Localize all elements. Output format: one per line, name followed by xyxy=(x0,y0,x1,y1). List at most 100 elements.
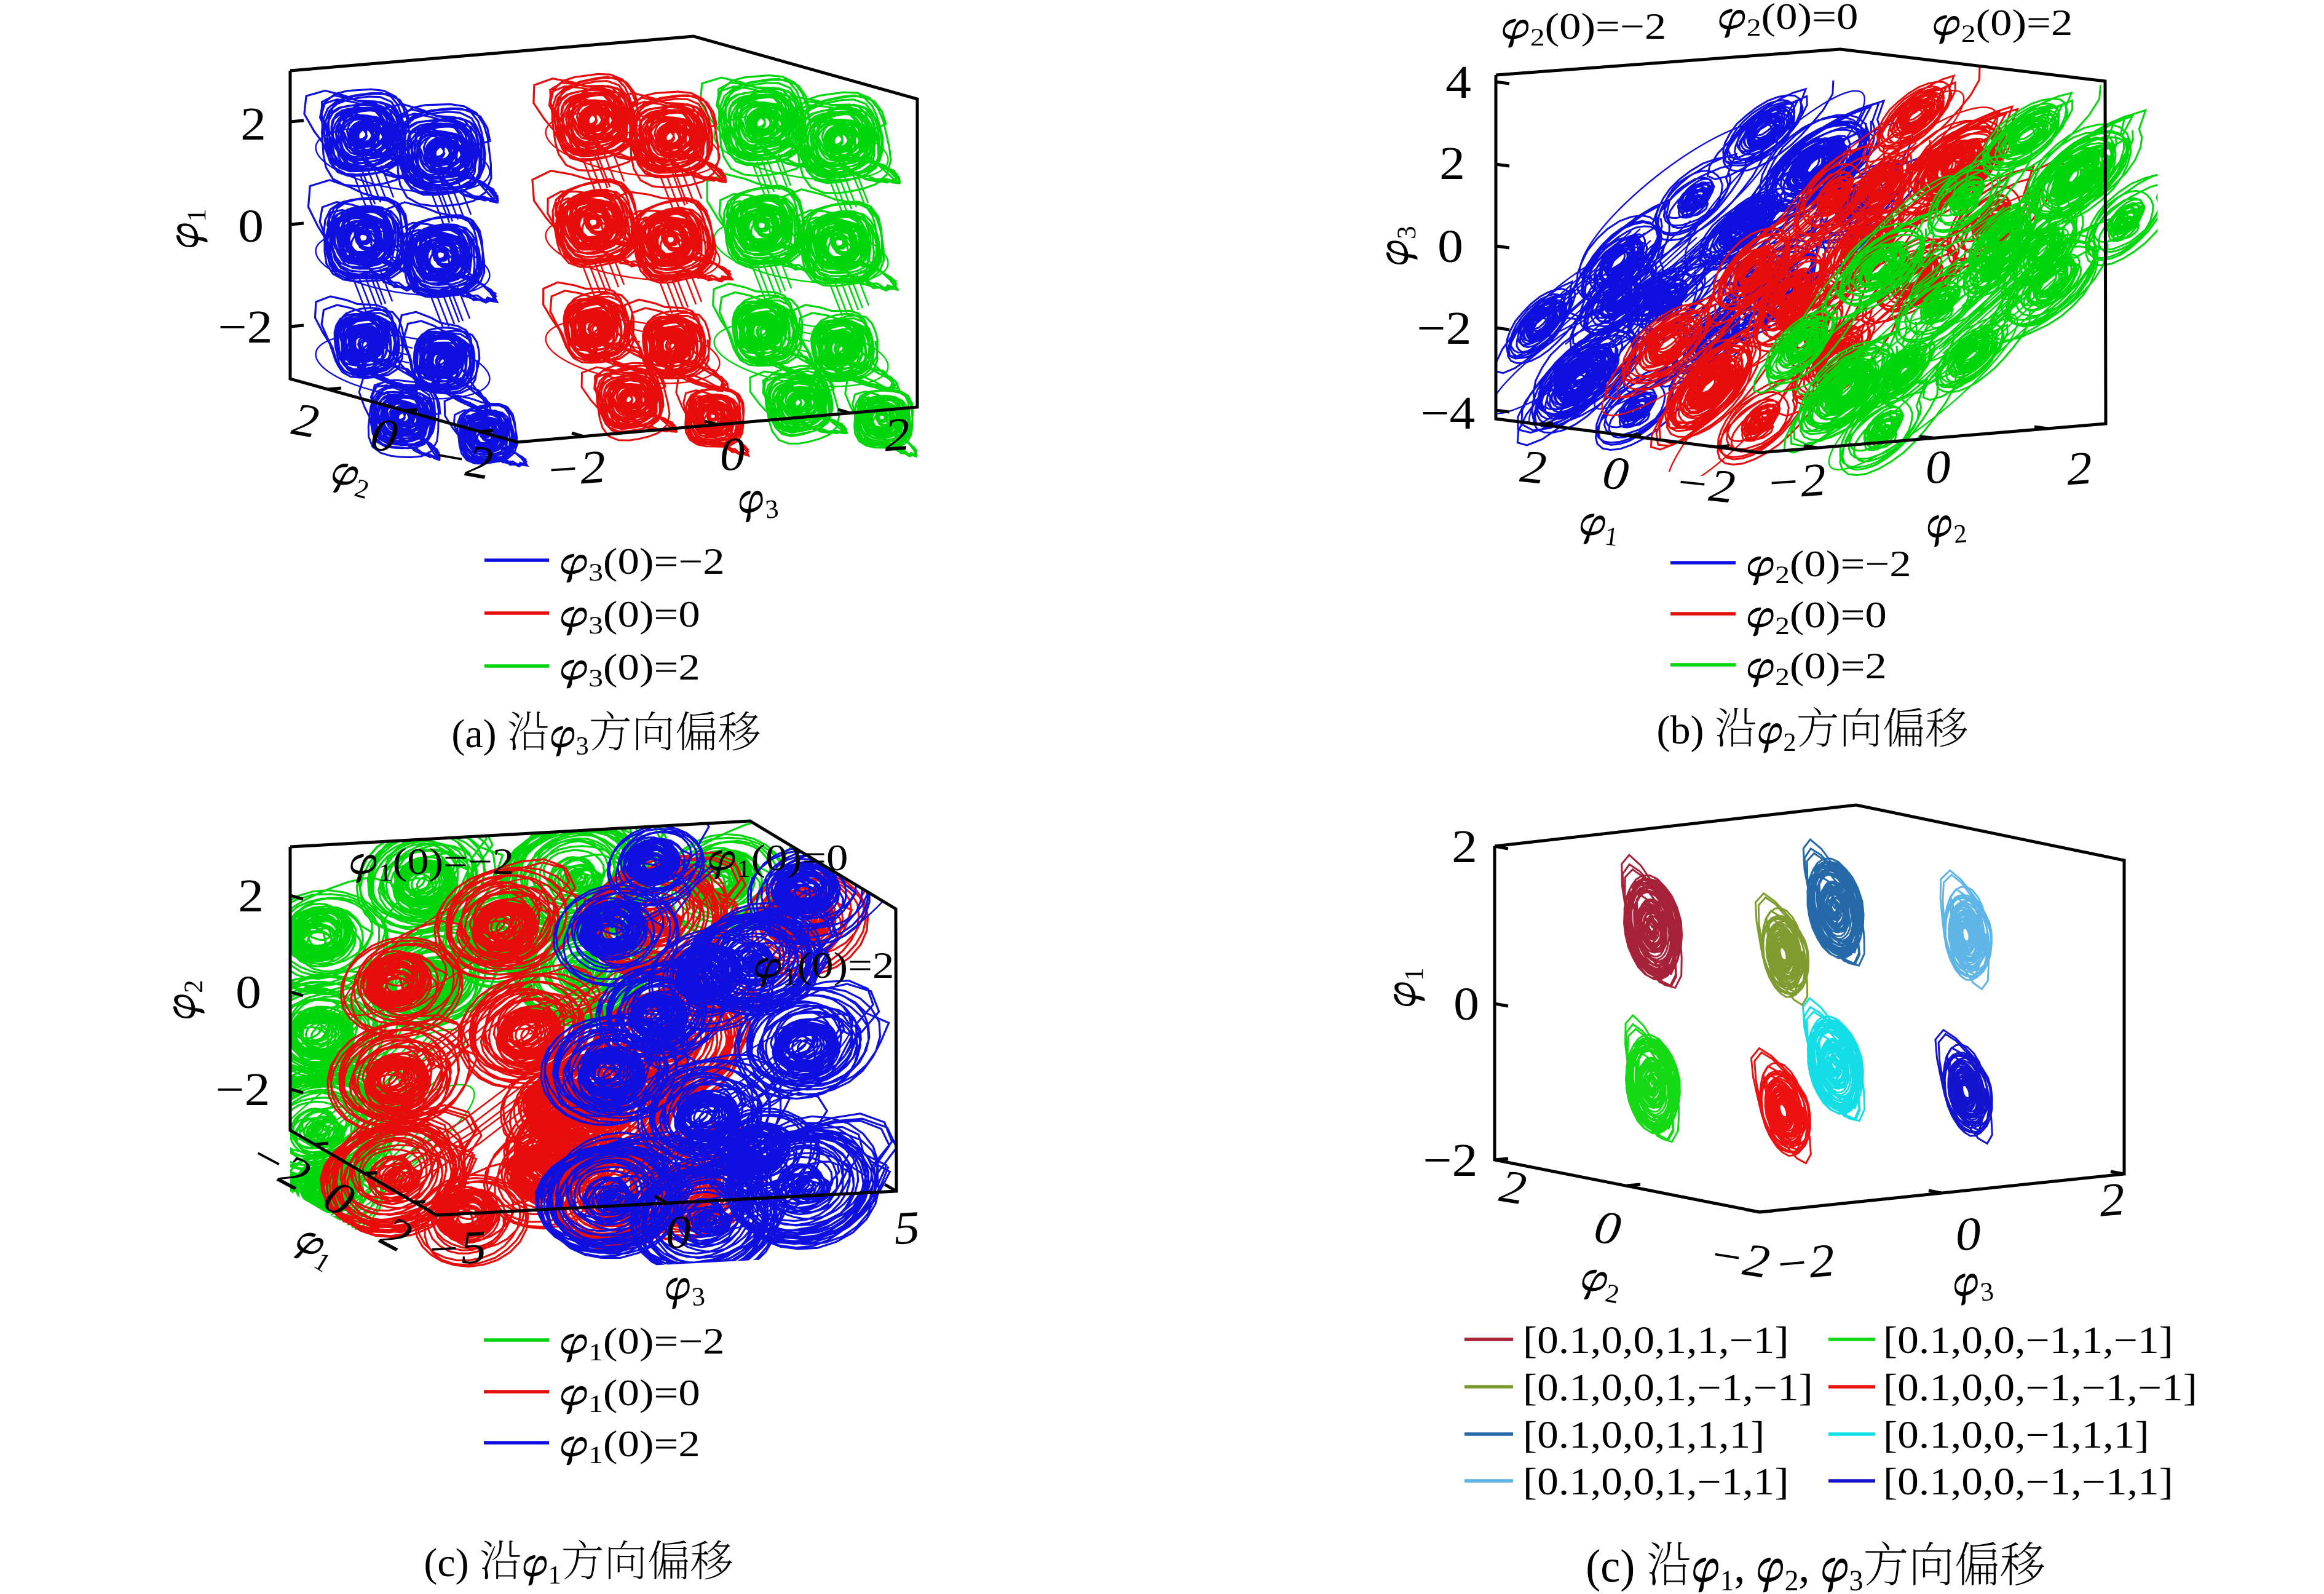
svg-text:0: 0 xyxy=(1437,221,1463,272)
svg-text:2: 2 xyxy=(1953,519,1968,549)
svg-text:−2: −2 xyxy=(543,441,607,497)
svg-text:3: 3 xyxy=(588,558,603,586)
svg-text:(0)=: (0)= xyxy=(603,1321,679,1362)
svg-text:0: 0 xyxy=(678,594,700,635)
svg-text:−4: −4 xyxy=(1421,387,1476,439)
svg-text:−2: −2 xyxy=(218,301,273,353)
svg-text:3: 3 xyxy=(1979,1277,1995,1307)
svg-text:3: 3 xyxy=(764,494,780,525)
svg-text:(0)=: (0)= xyxy=(603,647,679,688)
svg-text:3: 3 xyxy=(1849,1564,1864,1594)
svg-text:,: , xyxy=(1798,1540,1809,1592)
svg-text:5: 5 xyxy=(893,1202,921,1255)
svg-text:(0)=: (0)= xyxy=(603,594,679,635)
svg-text:2: 2 xyxy=(678,1424,700,1464)
svg-text:2: 2 xyxy=(678,647,700,688)
svg-text:1: 1 xyxy=(183,208,211,222)
svg-text:3: 3 xyxy=(1393,226,1421,239)
svg-text:2: 2 xyxy=(240,98,266,150)
svg-text:2: 2 xyxy=(882,408,912,462)
svg-text:(c): (c) xyxy=(1586,1540,1635,1592)
svg-text:1: 1 xyxy=(548,1561,561,1590)
svg-text:2: 2 xyxy=(1518,440,1549,494)
svg-text:0: 0 xyxy=(826,838,848,878)
svg-text:−2: −2 xyxy=(468,841,514,882)
svg-text:3: 3 xyxy=(588,664,603,692)
svg-text:1: 1 xyxy=(378,858,393,886)
svg-text:(0)=: (0)= xyxy=(393,841,468,882)
svg-text:1: 1 xyxy=(588,1441,603,1469)
svg-text:(0)=: (0)= xyxy=(1761,0,1837,37)
svg-text:0: 0 xyxy=(1923,441,1953,494)
svg-text:2: 2 xyxy=(2051,2,2073,43)
svg-text:1: 1 xyxy=(783,962,797,990)
svg-text:2: 2 xyxy=(238,870,264,922)
svg-text:1: 1 xyxy=(588,1390,603,1418)
svg-text:2: 2 xyxy=(2097,1173,2127,1226)
svg-text:2: 2 xyxy=(1785,1564,1799,1594)
svg-text:0: 0 xyxy=(664,1206,692,1259)
svg-text:0: 0 xyxy=(1865,595,1886,635)
svg-text:(a): (a) xyxy=(451,712,496,756)
svg-text:0: 0 xyxy=(1836,0,1858,37)
svg-text:(b): (b) xyxy=(1657,708,1704,753)
svg-text:2: 2 xyxy=(1439,138,1465,189)
svg-text:−5: −5 xyxy=(425,1221,488,1275)
svg-text:(0)=: (0)= xyxy=(797,945,873,986)
svg-text:(0)=: (0)= xyxy=(1790,646,1865,686)
svg-text:[0.1,0,0,−1,1,1]: [0.1,0,0,−1,1,1] xyxy=(1883,1414,2149,1456)
svg-text:2: 2 xyxy=(1784,729,1796,757)
svg-text:0: 0 xyxy=(238,200,264,252)
svg-text:3: 3 xyxy=(588,611,603,639)
svg-text:0: 0 xyxy=(235,967,261,1018)
svg-text:(0)=: (0)= xyxy=(1790,544,1865,584)
svg-text:2: 2 xyxy=(180,980,208,993)
svg-text:(0)=: (0)= xyxy=(603,1373,679,1413)
svg-text:2: 2 xyxy=(1961,20,1976,47)
svg-text:(0)=: (0)= xyxy=(751,838,827,878)
svg-text:−2: −2 xyxy=(678,1321,724,1362)
svg-text:0: 0 xyxy=(1953,1207,1983,1261)
svg-text:−2: −2 xyxy=(1705,1228,1773,1288)
svg-text:−2: −2 xyxy=(1417,303,1472,354)
svg-text:2: 2 xyxy=(1747,14,1761,41)
svg-text:−2: −2 xyxy=(1764,454,1828,510)
svg-text:(0)=: (0)= xyxy=(603,1424,679,1464)
svg-text:2: 2 xyxy=(1530,23,1545,51)
svg-text:−2: −2 xyxy=(1773,1234,1837,1291)
svg-text:[0.1,0,0,1,−1,1]: [0.1,0,0,1,−1,1] xyxy=(1523,1461,1789,1503)
svg-text:0: 0 xyxy=(1453,978,1479,1030)
svg-text:[0.1,0,0,1,−1,−1]: [0.1,0,0,1,−1,−1] xyxy=(1523,1367,1813,1409)
svg-text:2: 2 xyxy=(1452,821,1477,873)
svg-text:(0)=: (0)= xyxy=(1545,6,1621,47)
svg-text:−2: −2 xyxy=(1620,6,1666,47)
svg-text:(c): (c) xyxy=(424,1540,468,1585)
svg-text:(0)=: (0)= xyxy=(1790,595,1865,635)
svg-text:0: 0 xyxy=(1600,446,1631,501)
svg-text:[0.1,0,0,−1,−1,−1]: [0.1,0,0,−1,−1,−1] xyxy=(1883,1367,2197,1409)
svg-text:−2: −2 xyxy=(1672,456,1737,513)
svg-text:0: 0 xyxy=(678,1373,700,1413)
svg-text:2: 2 xyxy=(1775,561,1790,589)
svg-text:2: 2 xyxy=(1865,646,1886,686)
svg-text:2: 2 xyxy=(2065,442,2094,496)
svg-text:−2: −2 xyxy=(216,1064,271,1116)
svg-text:−2: −2 xyxy=(428,429,496,490)
svg-text:[0.1,0,0,1,1,−1]: [0.1,0,0,1,1,−1] xyxy=(1523,1320,1789,1362)
svg-text:[0.1,0,0,1,1,1]: [0.1,0,0,1,1,1] xyxy=(1523,1414,1765,1456)
svg-text:[0.1,0,0,−1,1,−1]: [0.1,0,0,−1,1,−1] xyxy=(1883,1320,2173,1362)
svg-text:(0)=: (0)= xyxy=(603,541,679,582)
svg-text:−2: −2 xyxy=(678,541,724,582)
svg-text:[0.1,0,0,−1,−1,1]: [0.1,0,0,−1,−1,1] xyxy=(1883,1461,2173,1503)
svg-text:1: 1 xyxy=(1720,1564,1734,1594)
svg-text:1: 1 xyxy=(737,855,751,882)
svg-text:2: 2 xyxy=(1775,612,1790,640)
svg-text:0: 0 xyxy=(717,428,747,482)
svg-text:1: 1 xyxy=(588,1338,603,1366)
svg-text:2: 2 xyxy=(872,945,894,986)
svg-text:4: 4 xyxy=(1445,57,1471,108)
svg-text:−2: −2 xyxy=(1423,1135,1478,1186)
svg-text:,: , xyxy=(1734,1540,1745,1592)
svg-text:3: 3 xyxy=(691,1282,706,1312)
svg-text:(0)=: (0)= xyxy=(1976,2,2052,43)
